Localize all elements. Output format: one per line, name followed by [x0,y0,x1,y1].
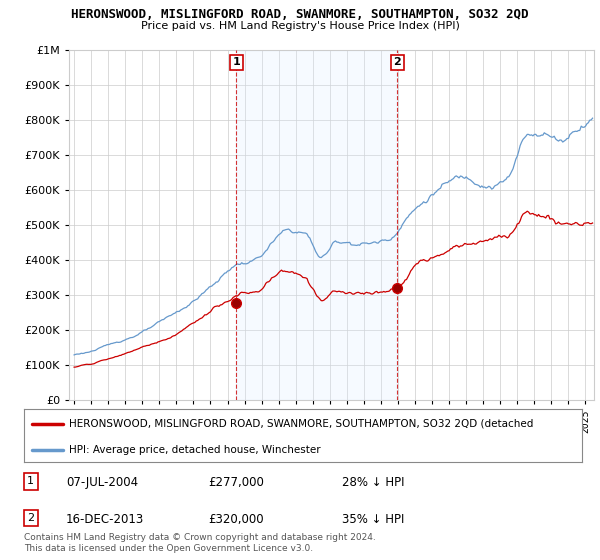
Text: Price paid vs. HM Land Registry's House Price Index (HPI): Price paid vs. HM Land Registry's House … [140,21,460,31]
Text: £277,000: £277,000 [208,477,264,489]
Text: HERONSWOOD, MISLINGFORD ROAD, SWANMORE, SOUTHAMPTON, SO32 2QD: HERONSWOOD, MISLINGFORD ROAD, SWANMORE, … [71,8,529,21]
Text: HERONSWOOD, MISLINGFORD ROAD, SWANMORE, SOUTHAMPTON, SO32 2QD (detached: HERONSWOOD, MISLINGFORD ROAD, SWANMORE, … [68,419,533,429]
Text: 07-JUL-2004: 07-JUL-2004 [66,477,138,489]
Text: 2: 2 [27,513,34,523]
Bar [236,50,397,400]
Text: 1: 1 [233,58,240,67]
Text: 28% ↓ HPI: 28% ↓ HPI [342,477,404,489]
Text: 1: 1 [27,477,34,487]
Text: £320,000: £320,000 [208,513,264,526]
Text: 2: 2 [394,58,401,67]
Text: 35% ↓ HPI: 35% ↓ HPI [342,513,404,526]
Text: HPI: Average price, detached house, Winchester: HPI: Average price, detached house, Winc… [68,445,320,455]
Text: Contains HM Land Registry data © Crown copyright and database right 2024.
This d: Contains HM Land Registry data © Crown c… [24,533,376,553]
Text: 16-DEC-2013: 16-DEC-2013 [66,513,144,526]
